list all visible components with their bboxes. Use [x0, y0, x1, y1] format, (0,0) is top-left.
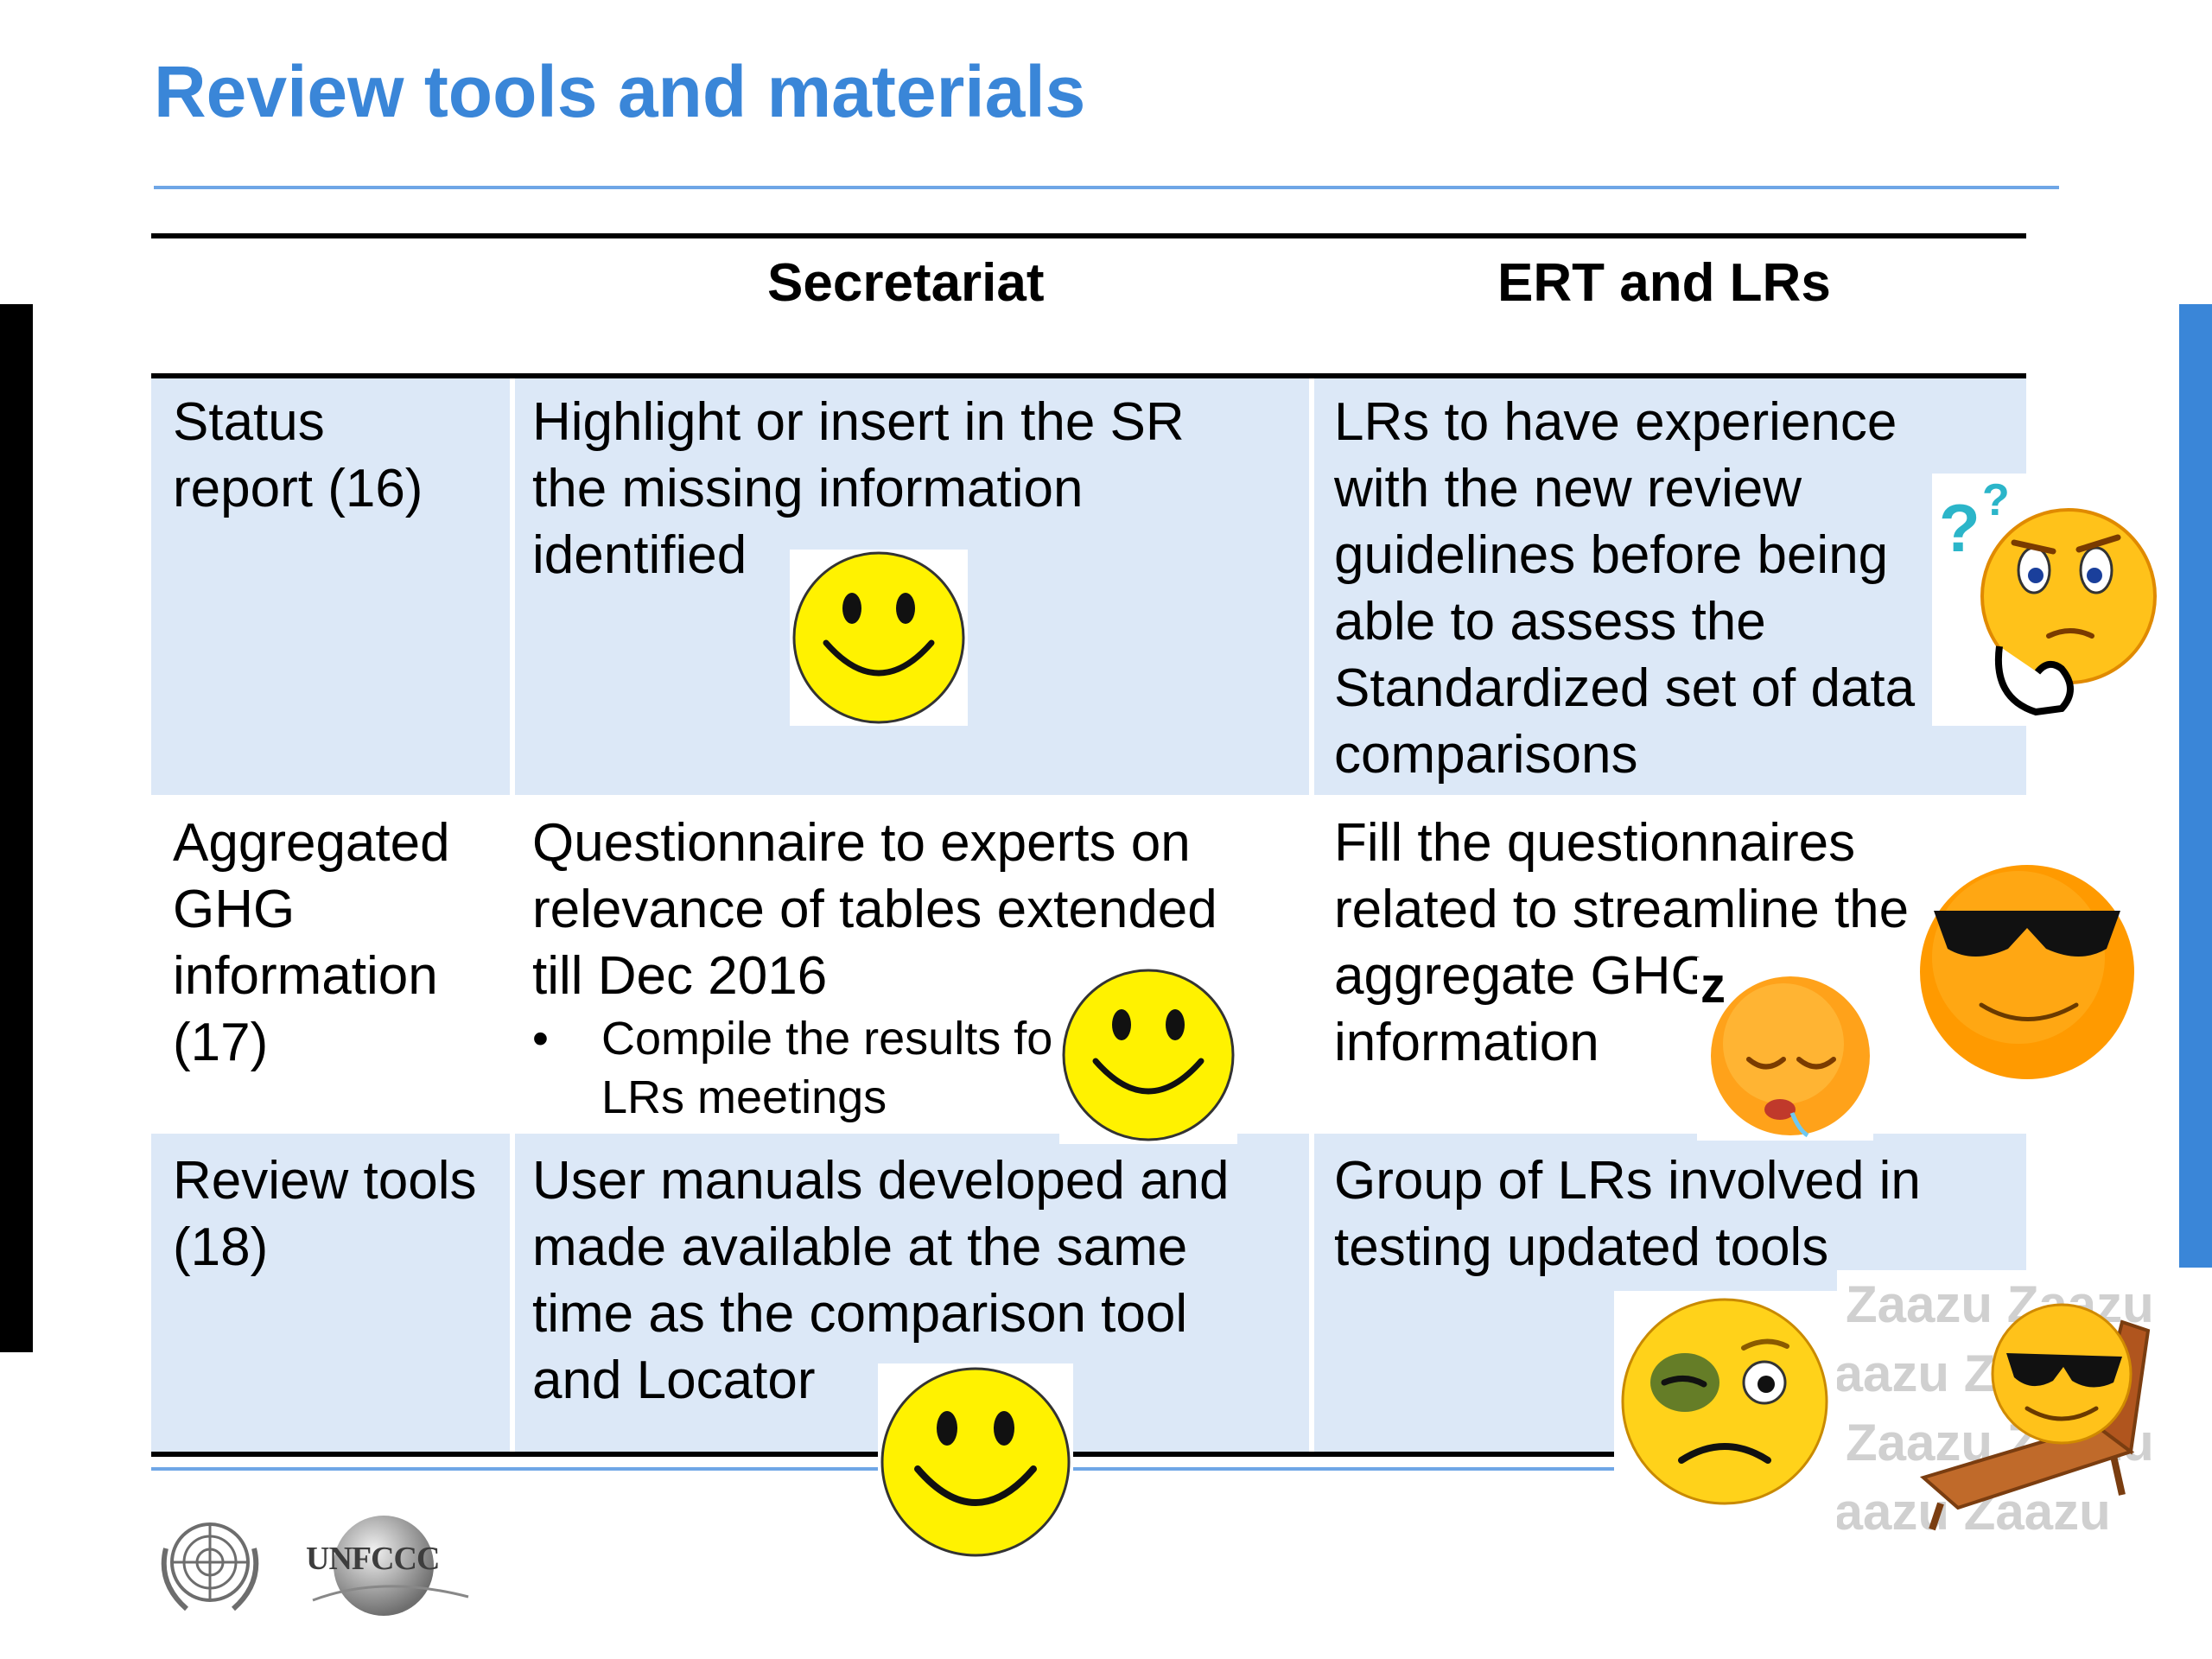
column-separator: [1309, 1134, 1314, 1452]
svg-text:?: ?: [1982, 475, 2010, 525]
smiley-icon: [878, 1363, 1073, 1560]
cell-secretariat-status-report: Highlight or insert in the SR the missin…: [532, 392, 1185, 585]
column-separator: [1309, 378, 1314, 795]
row-label-status-report: Status report (16): [173, 392, 423, 518]
sunglasses-emoji-icon: [1916, 862, 2138, 1082]
row-band-status-report: [151, 378, 2026, 795]
cell-ert-aggregated-ghg: Fill the questionnaires related to strea…: [1334, 813, 1910, 1072]
table-bottom-accent-rule: [151, 1467, 2026, 1471]
bullet-marker: •: [532, 1013, 549, 1065]
thinking-emoji-icon: ? ?: [1932, 474, 2165, 726]
row-label-review-tools: Review tools (18): [173, 1151, 477, 1277]
column-separator: [510, 378, 515, 795]
table-bottom-rule: [151, 1452, 2026, 1457]
beach-chair-emoji-icon: Zaazu Zaazu Zaazu Zaazu Zaazu Zaazu Zaaz…: [1837, 1270, 2212, 1538]
unfccc-logo: UNFCCC: [304, 1514, 477, 1619]
sleepy-emoji-icon: z: [1697, 957, 1873, 1141]
smiley-icon: [1059, 966, 1237, 1144]
right-edge-bar: [2179, 304, 2212, 1268]
svg-text:z: z: [1700, 957, 1726, 1014]
header-secretariat: Secretariat: [767, 253, 1045, 313]
un-emblem-logo: [152, 1514, 268, 1616]
cell-ert-review-tools: Group of LRs involved in testing updated…: [1334, 1151, 1921, 1277]
left-edge-bar: [0, 304, 33, 1352]
table-header-rule: [151, 373, 2026, 378]
title-divider: [154, 186, 2059, 189]
column-separator: [510, 1134, 515, 1452]
svg-text:?: ?: [1939, 490, 1980, 566]
cell-ert-status-report: LRs to have experience with the new revi…: [1334, 392, 1916, 785]
unfccc-logo-text: UNFCCC: [306, 1541, 440, 1577]
cell-secretariat-aggregated-ghg: Questionnaire to experts on relevance of…: [532, 813, 1217, 1006]
bullet-text: Compile the results fo th LRs meetings: [601, 1013, 1104, 1123]
black-eye-emoji-icon: [1614, 1291, 1837, 1516]
slide-title: Review tools and materials: [154, 51, 1086, 132]
table-top-rule: [151, 233, 2026, 238]
smiley-icon: [790, 550, 968, 726]
row-label-aggregated-ghg: Aggregated GHG information (17): [173, 813, 450, 1072]
bullet-item: • Compile the results fo th LRs meetings: [532, 1009, 1293, 1130]
header-ert-lrs: ERT and LRs: [1497, 253, 1831, 313]
cell-secretariat-review-tools: User manuals developed and made availabl…: [532, 1151, 1230, 1410]
